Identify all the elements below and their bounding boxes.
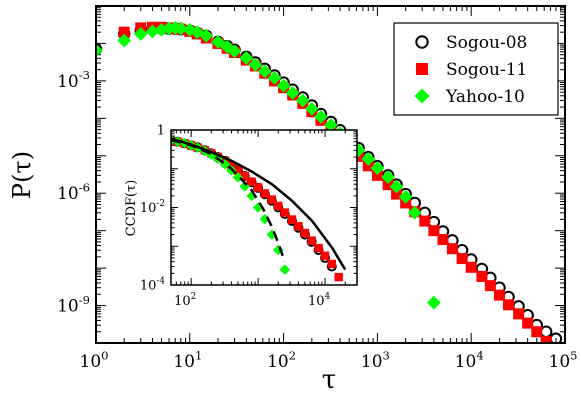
main-x-tick-label: 104 [455, 348, 484, 372]
inset-series-sogou-11-point [314, 243, 323, 253]
main-series-sogou-11-point [476, 270, 488, 282]
inset-series-sogou-11-point [327, 259, 336, 269]
main-x-tick-label: 102 [267, 348, 296, 372]
main-series-yahoo-10-point [398, 189, 413, 204]
main-series-yahoo-10-point [285, 85, 300, 100]
legend: Sogou-08 Sogou-11 Yahoo-10 [393, 22, 559, 116]
inset-series-sogou-11-point [334, 272, 343, 282]
x-axis-title: τ [322, 365, 336, 395]
inset-fit-line-solid [171, 137, 347, 271]
legend-marker-sogou-11 [416, 63, 428, 75]
inset-series-sogou-11-point [320, 251, 330, 260]
main-series-yahoo-10-point [361, 152, 376, 166]
main-series-sogou-11-point [513, 308, 525, 320]
inset-series-sogou-11-point [260, 189, 270, 198]
legend-marker-yahoo-10 [414, 88, 430, 104]
inset-series-yahoo-10-point [259, 213, 271, 225]
legend-marker-sogou-08 [415, 35, 429, 49]
inset-chart: 102 104 1 10-2 10-4 CCDF(τ) [124, 124, 358, 309]
main-series-sogou-11-point [493, 289, 505, 301]
legend-label-sogou-11: Sogou-11 [446, 60, 527, 80]
main-chart: 100 101 102 103 104 105 10-3 10-6 10-9 τ P(τ) Sogou… [8, 5, 578, 395]
main-plot-frame [95, 5, 566, 344]
main-x-tick-label: 105 [549, 348, 578, 372]
inset-series-sogou-11-point [280, 208, 289, 217]
legend-label-sogou-08: Sogou-08 [446, 33, 527, 53]
main-series-yahoo-10-point [370, 161, 385, 175]
main-y-tick-label: 10-6 [57, 181, 90, 205]
main-series-sogou-11-point [484, 280, 496, 292]
inset-fit-line-dashed [171, 138, 286, 263]
main-series-yahoo-10-point [173, 21, 188, 36]
main-series-yahoo-10-point [133, 27, 148, 41]
inset-series-sogou-11-point [253, 183, 263, 192]
main-series-sogou-11-point [428, 225, 440, 237]
inset-series-sogou-11-point [294, 221, 303, 231]
inset-series-sogou-11-point [247, 177, 256, 187]
inset-series-sogou-11-point [267, 195, 276, 204]
inset-series-sogou-11-point [274, 201, 283, 211]
main-series-sogou-11-point [531, 326, 543, 338]
main-series-sogou-11-point [540, 335, 552, 343]
inset-x-tick-label: 104 [308, 292, 331, 309]
main-series-yahoo-10-point [324, 118, 338, 132]
main-series-sogou-11-point [446, 243, 458, 255]
inset-series-sogou-11-point [287, 215, 297, 224]
inset-y-tick-label: 1 [157, 124, 165, 139]
main-series-sogou-11-point [465, 261, 477, 273]
main-series-sogou-11-point [118, 26, 130, 38]
main-series-yahoo-10-point [239, 51, 254, 65]
main-x-tick-label: 100 [80, 348, 109, 372]
main-series-yahoo-10-point [117, 33, 132, 48]
inset-series-sogou-11-point [300, 228, 310, 238]
main-series-yahoo-10 [96, 21, 441, 310]
main-series-yahoo-10-point [381, 170, 395, 184]
inset-series-sogou-11-point [240, 171, 249, 181]
inset-y-axis-title: CCDF(τ) [124, 180, 139, 237]
inset-x-tick-label: 102 [174, 292, 196, 309]
main-series-yahoo-10-point [145, 24, 160, 39]
main-series-sogou-11-point [382, 179, 394, 191]
main-series-yahoo-10-point [96, 43, 103, 58]
main-series-yahoo-10-point [267, 71, 282, 85]
main-series-yahoo-10-point [199, 28, 214, 43]
main-series-yahoo-10-point [211, 35, 225, 49]
main-series-yahoo-10-point [248, 57, 263, 72]
main-series-yahoo-10-point [314, 109, 328, 124]
main-y-tick-label: 10-3 [57, 68, 90, 92]
inset-y-tick-label: 10-2 [140, 199, 165, 216]
main-series-sogou-11-point [522, 317, 534, 329]
main-series-yahoo-10-point [304, 101, 319, 116]
main-series-sogou-11-point [456, 253, 468, 265]
main-x-tick-label: 103 [361, 348, 390, 372]
main-y-tick-label: 10-9 [57, 293, 90, 317]
main-series-yahoo-10-point [227, 44, 242, 59]
main-series-yahoo-10-point [257, 64, 272, 79]
main-series-sogou-11-point [419, 215, 431, 227]
inset-series-sogou-11-point [233, 166, 243, 175]
main-series-sogou-11-point [371, 169, 383, 181]
y-axis-title: P(τ) [8, 151, 36, 199]
inset-data-layer [171, 134, 347, 282]
inset-plot-frame [170, 129, 358, 286]
main-series-yahoo-10-point [389, 179, 404, 194]
inset-series-sogou-11-point [307, 236, 316, 245]
main-series-sogou-11-point [391, 188, 403, 200]
main-x-tick-label: 101 [173, 348, 202, 372]
main-series-yahoo-10-point [426, 295, 441, 310]
inset-series-yahoo-10-point [279, 264, 290, 275]
inset-y-tick-label: 10-4 [140, 277, 166, 294]
main-series-yahoo-10-point [276, 78, 291, 93]
main-series-sogou-11-point [437, 234, 449, 246]
main-series-yahoo-10-point [407, 205, 422, 220]
main-series-sogou-11-point [503, 299, 515, 311]
main-series-yahoo-10-point [295, 93, 310, 108]
legend-label-yahoo-10: Yahoo-10 [445, 87, 525, 107]
